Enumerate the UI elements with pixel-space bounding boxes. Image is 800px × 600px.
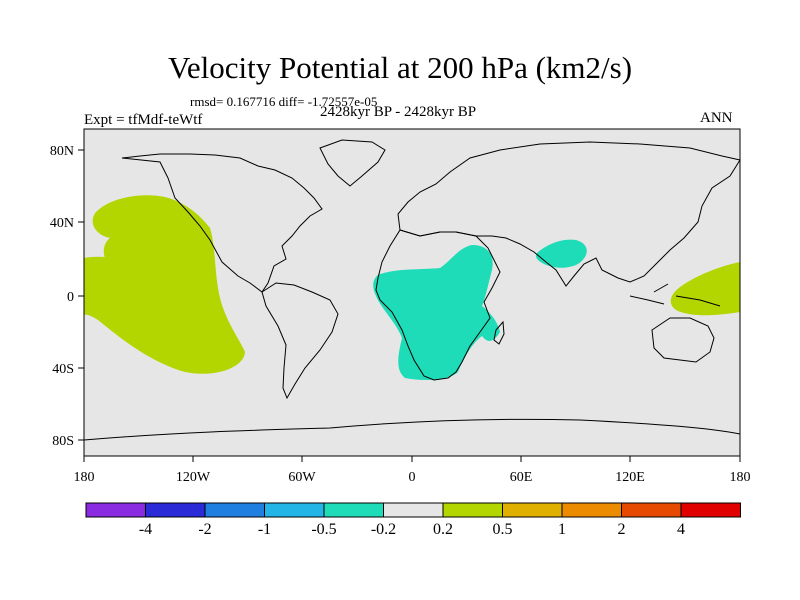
coast-africa bbox=[375, 229, 501, 381]
colorbar-swatch bbox=[621, 502, 682, 518]
coast-eurasia bbox=[397, 141, 741, 287]
season-label: ANN bbox=[700, 110, 733, 126]
colorbar-swatches bbox=[85, 502, 741, 518]
colorbar-swatch bbox=[85, 502, 146, 518]
coast-southeast-asia-islands bbox=[629, 283, 721, 307]
colorbar-label: 4 bbox=[677, 521, 685, 538]
colorbar-labels: -4 -2 -1 -0.5 -0.2 0.2 0.5 1 2 4 bbox=[139, 521, 685, 538]
longitude-labels: 180 120W 60W 0 60E 120E 180 bbox=[74, 470, 751, 485]
positive-region-west-pacific bbox=[670, 262, 740, 316]
colorbar-label: -0.2 bbox=[371, 521, 396, 538]
colorbar-swatch bbox=[204, 502, 265, 518]
colorbar-label: 1 bbox=[558, 521, 566, 538]
colorbar-label: 0.5 bbox=[493, 521, 513, 538]
experiment-label: Expt = tfMdf-teWtf bbox=[84, 112, 203, 128]
coast-madagascar bbox=[493, 320, 505, 345]
coast-antarctica bbox=[83, 418, 741, 441]
positive-region-east-pacific bbox=[84, 195, 245, 374]
coast-australia bbox=[651, 317, 715, 363]
colorbar-swatch bbox=[442, 502, 503, 518]
coast-north-america bbox=[121, 153, 323, 293]
lon-label: 120E bbox=[615, 470, 645, 485]
lat-label: 80S bbox=[52, 434, 74, 449]
coast-greenland bbox=[319, 139, 386, 187]
colorbar: -4 -2 -1 -0.5 -0.2 0.2 0.5 1 2 4 bbox=[85, 502, 741, 538]
lat-label: 40S bbox=[52, 362, 74, 377]
lat-label: 40N bbox=[50, 216, 74, 231]
lat-label: 0 bbox=[67, 290, 74, 305]
colorbar-swatch bbox=[680, 502, 741, 518]
colorbar-swatch bbox=[561, 502, 622, 518]
colorbar-label: -0.5 bbox=[311, 521, 336, 538]
lon-label: 180 bbox=[730, 470, 751, 485]
plot-title: Velocity Potential at 200 hPa (km2/s) bbox=[167, 50, 633, 85]
lon-label: 60E bbox=[510, 470, 533, 485]
colorbar-label: -1 bbox=[258, 521, 271, 538]
lon-label: 60W bbox=[288, 470, 316, 485]
axis-ticks bbox=[78, 149, 741, 462]
lon-label: 120W bbox=[176, 470, 211, 485]
colorbar-label: -4 bbox=[139, 521, 152, 538]
colorbar-label: -2 bbox=[198, 521, 211, 538]
colorbar-label: 0.2 bbox=[433, 521, 453, 538]
colorbar-swatch bbox=[383, 502, 444, 518]
lat-label: 80N bbox=[50, 144, 74, 159]
latitude-labels: 80N 40N 0 40S 80S bbox=[50, 144, 74, 449]
colorbar-swatch bbox=[264, 502, 325, 518]
colorbar-label: 2 bbox=[618, 521, 626, 538]
coast-south-america bbox=[261, 282, 339, 400]
colorbar-swatch bbox=[145, 502, 206, 518]
period-label: 2428kyr BP - 2428kyr BP bbox=[320, 104, 477, 120]
stats-line: rmsd= 0.167716 diff= -1.72557e-05 bbox=[190, 94, 378, 109]
lon-label: 180 bbox=[74, 470, 95, 485]
map-panel: 180 120W 60W 0 60E 120E 180 80N 40N 0 40… bbox=[50, 128, 751, 485]
colorbar-swatch bbox=[502, 502, 563, 518]
coastlines bbox=[83, 139, 741, 441]
lon-label: 0 bbox=[409, 470, 416, 485]
negative-region-south-asia bbox=[536, 239, 587, 268]
negative-region-africa bbox=[373, 245, 500, 380]
colorbar-swatch bbox=[323, 502, 384, 518]
